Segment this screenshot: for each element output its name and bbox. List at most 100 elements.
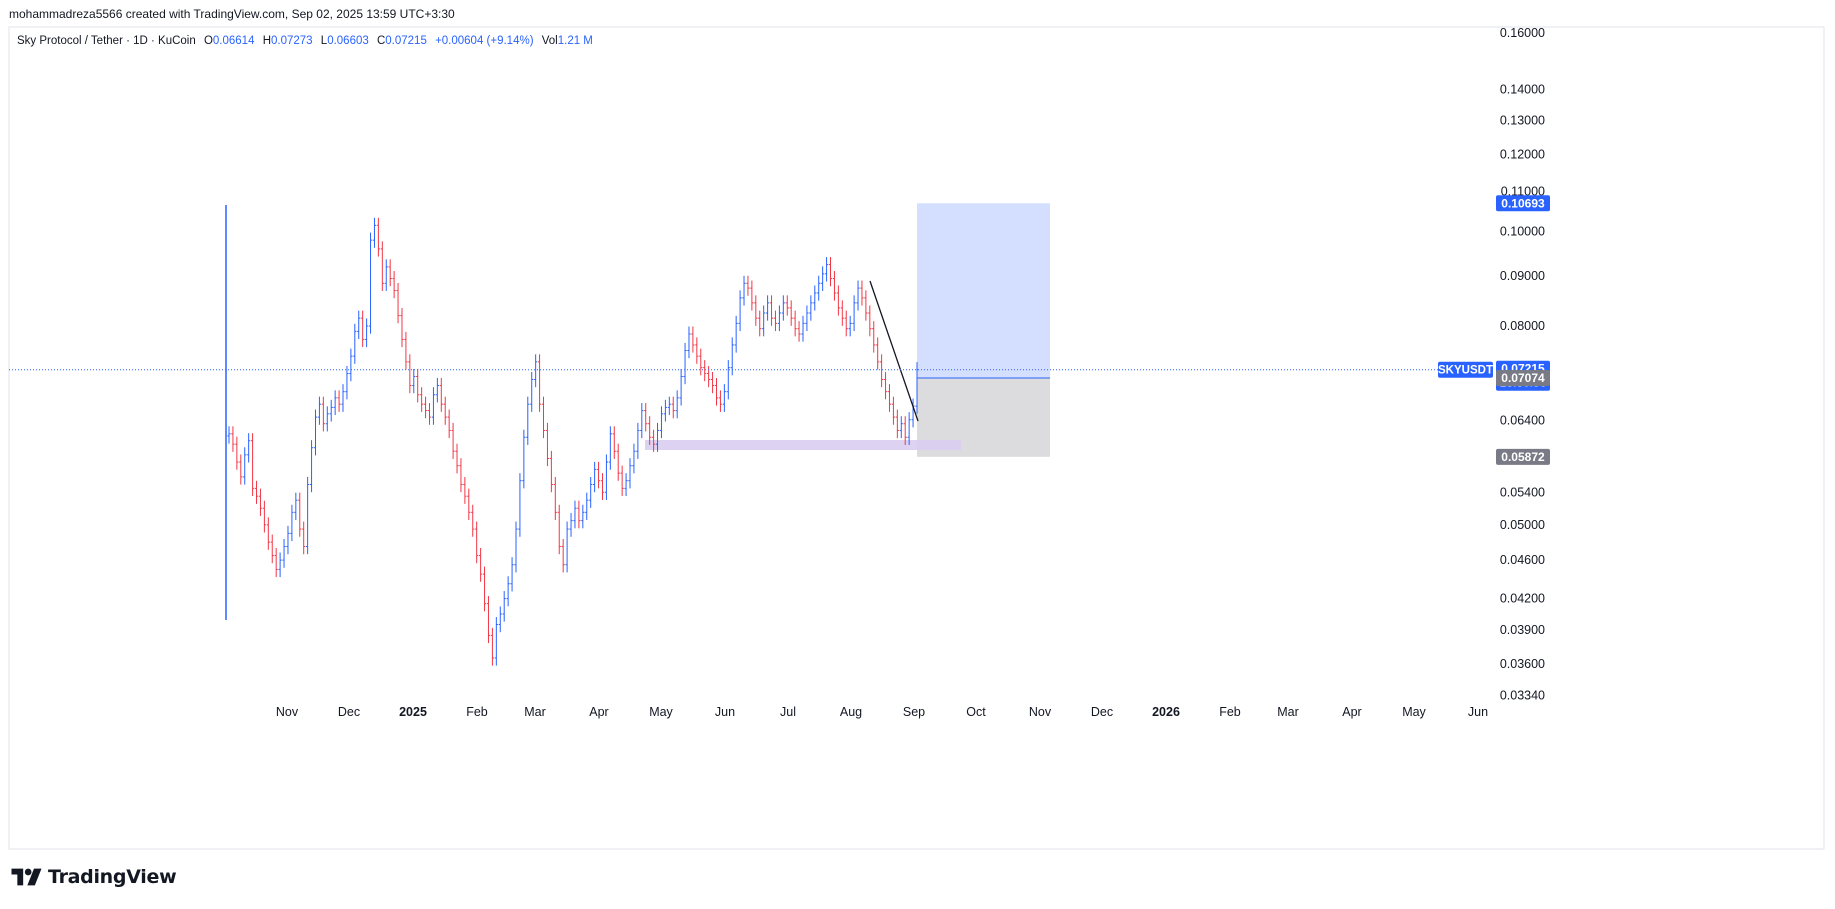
time-tick-label: 2026 <box>1152 705 1180 719</box>
time-tick-label: Aug <box>840 705 862 719</box>
candle <box>616 443 620 481</box>
candle <box>250 433 255 497</box>
candle <box>306 476 310 555</box>
candle <box>769 295 774 326</box>
candle <box>883 371 888 400</box>
candle <box>341 384 345 412</box>
candle <box>337 390 341 412</box>
candle <box>860 280 864 306</box>
tradingview-wordmark: TradingView <box>48 866 177 888</box>
time-tick-label: Mar <box>524 705 546 719</box>
candle <box>703 360 707 382</box>
candle <box>644 403 648 432</box>
candle <box>412 368 416 394</box>
trendline <box>869 280 919 422</box>
price-tick-label: 0.06400 <box>1500 413 1545 427</box>
candle <box>864 290 868 321</box>
candle <box>691 326 695 353</box>
candle <box>526 396 530 445</box>
time-tick-label: Apr <box>589 705 608 719</box>
tradingview-brand[interactable]: TradingView <box>11 866 177 888</box>
candle <box>475 521 479 564</box>
candle <box>467 488 471 521</box>
price-tick-label: 0.16000 <box>1500 26 1545 40</box>
symbol-price-tag: SKYUSDT <box>1438 361 1493 378</box>
volume-key: Vol <box>541 35 558 47</box>
candle <box>479 547 483 582</box>
entry-price-label-text: 0.07074 <box>1501 371 1545 385</box>
candle <box>270 534 274 564</box>
candle <box>895 409 899 439</box>
candle <box>372 217 377 248</box>
stop-price-label: 0.05872 <box>1496 448 1550 465</box>
candle <box>651 429 656 452</box>
candle <box>333 390 337 416</box>
target-price-label-bg <box>1496 195 1550 212</box>
target-price-label-text: 0.10693 <box>1501 196 1545 210</box>
candle <box>758 310 762 337</box>
symbol-title[interactable]: Sky Protocol / Tether · 1D · KuCoin <box>17 35 196 47</box>
candle <box>608 426 612 470</box>
candle <box>482 566 487 612</box>
candle <box>353 323 357 364</box>
target-price-label: 0.10693 <box>1496 195 1550 212</box>
stop-price-label-text: 0.05872 <box>1501 450 1545 464</box>
candle <box>600 473 605 500</box>
candle <box>455 443 459 474</box>
candle <box>628 458 632 489</box>
candle <box>235 436 239 470</box>
candle <box>699 348 703 376</box>
price-tick-label: 0.10000 <box>1500 225 1545 239</box>
price-axis[interactable]: 0.16000 0.14000 0.13000 0.12000 0.11000 0.100… <box>1500 26 1545 703</box>
time-tick-label: Oct <box>966 705 986 719</box>
candle <box>380 241 384 291</box>
open-value: 0.06614 <box>212 35 255 47</box>
candle <box>734 315 738 353</box>
candle <box>585 492 589 521</box>
low-value: 0.06603 <box>327 35 369 47</box>
time-axis[interactable]: Nov Dec 2025 Feb Mar Apr May Jun Jul Aug Sep Oct Nov… <box>276 705 1488 719</box>
entry-price-label-bg <box>1496 370 1550 387</box>
candle <box>809 295 813 321</box>
candle <box>396 282 400 324</box>
candle <box>537 354 542 412</box>
candle <box>612 426 616 459</box>
time-tick-label: Feb <box>466 705 488 719</box>
low-key: L <box>320 35 328 47</box>
time-tick-label: May <box>1402 705 1426 719</box>
candle <box>596 461 601 489</box>
candle <box>400 308 404 348</box>
candle <box>427 403 432 425</box>
candle <box>569 513 573 537</box>
chart-credit: mohammadreza5566 created with TradingVie… <box>9 7 455 21</box>
stop-price-label-bg <box>1496 448 1550 465</box>
candle <box>828 257 833 287</box>
support-zone <box>645 440 961 450</box>
candle <box>262 500 266 533</box>
candle <box>856 280 860 311</box>
candle <box>313 409 318 456</box>
candle <box>549 450 553 493</box>
price-tick-label: 0.05400 <box>1500 485 1545 499</box>
candle <box>683 342 687 385</box>
candle <box>844 310 848 337</box>
candle <box>577 500 581 529</box>
candle <box>848 315 852 337</box>
candle <box>581 504 585 529</box>
candle <box>423 396 428 419</box>
candle <box>785 295 789 316</box>
candle <box>247 433 251 463</box>
candle <box>361 310 365 348</box>
candle <box>836 285 840 316</box>
candle <box>746 275 750 296</box>
candle <box>832 271 837 301</box>
candle <box>604 454 609 500</box>
candle <box>695 337 699 364</box>
candle <box>384 259 388 291</box>
candle <box>789 300 793 326</box>
candle <box>632 443 636 474</box>
candle <box>365 318 369 348</box>
candle <box>502 591 506 622</box>
time-tick-label: Nov <box>1029 705 1052 719</box>
